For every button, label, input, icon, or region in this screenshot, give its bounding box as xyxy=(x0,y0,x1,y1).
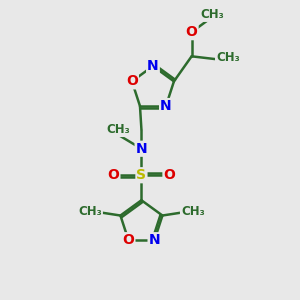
Text: CH₃: CH₃ xyxy=(181,205,205,218)
Text: O: O xyxy=(122,233,134,247)
Text: CH₃: CH₃ xyxy=(106,123,130,136)
Text: CH₃: CH₃ xyxy=(78,205,102,218)
Text: CH₃: CH₃ xyxy=(216,51,240,64)
Text: N: N xyxy=(136,142,147,156)
Text: N: N xyxy=(147,59,159,73)
Text: O: O xyxy=(186,25,198,39)
Text: S: S xyxy=(136,168,146,182)
Text: N: N xyxy=(148,233,160,247)
Text: N: N xyxy=(160,99,172,113)
Text: CH₃: CH₃ xyxy=(200,8,224,21)
Text: O: O xyxy=(164,168,175,182)
Text: O: O xyxy=(107,168,119,182)
Text: O: O xyxy=(126,74,138,88)
